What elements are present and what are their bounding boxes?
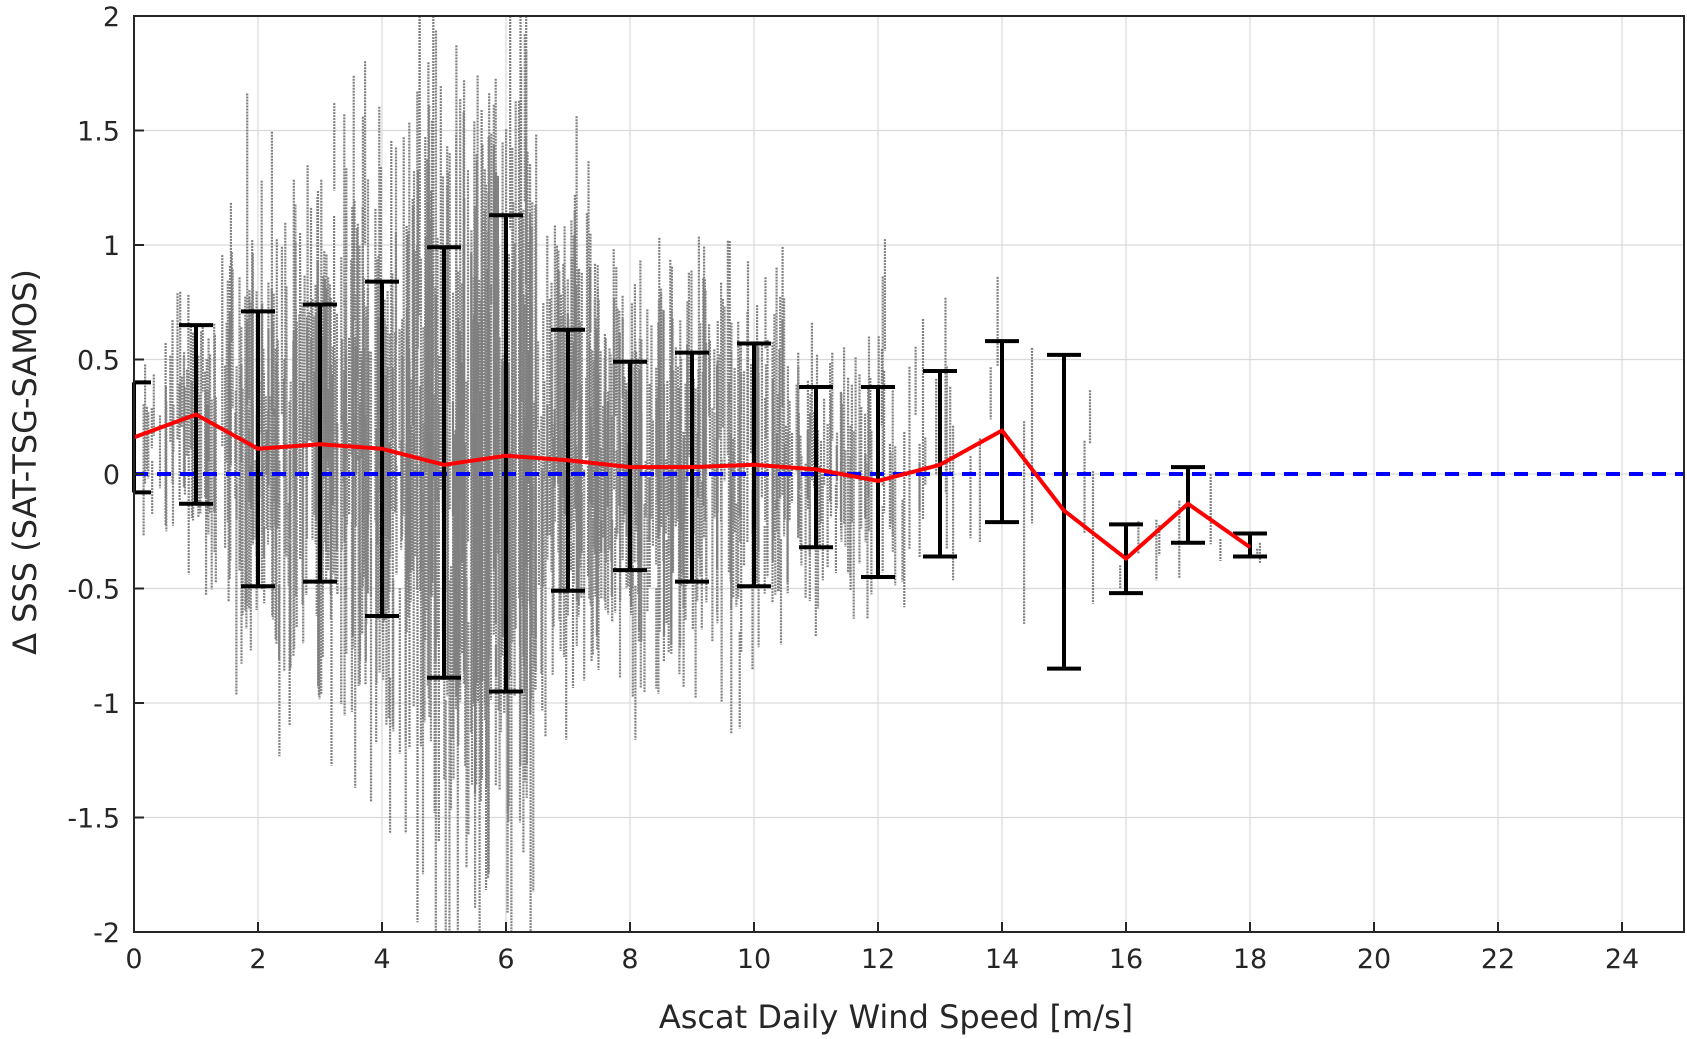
x-axis-label: Ascat Daily Wind Speed [m/s] [659, 998, 1133, 1036]
x-tick-label: 4 [373, 944, 390, 975]
y-tick-label: 1.5 [77, 117, 120, 148]
x-tick-label: 18 [1233, 944, 1267, 975]
mean-line-path [133, 412, 1252, 561]
x-tick-label: 6 [497, 944, 514, 975]
x-axis-ticks: 0 2 4 6 8 10 12 14 16 18 20 22 24 [125, 922, 1639, 975]
x-tick-label: 16 [1109, 944, 1143, 975]
y-tick-label: -1 [93, 689, 120, 720]
y-tick-label: -0.5 [67, 575, 120, 606]
x-tick-label: 0 [125, 944, 142, 975]
x-tick-label: 10 [737, 944, 771, 975]
y-tick-label: 1 [103, 231, 120, 262]
x-tick-label: 12 [861, 944, 895, 975]
mean-line [133, 412, 1252, 561]
y-axis-label: Δ SSS (SAT-TSG-SAMOS) [6, 269, 44, 655]
x-tick-label: 8 [621, 944, 638, 975]
y-tick-label: 0 [103, 460, 120, 491]
y-tick-label: -1.5 [67, 804, 120, 835]
y-tick-label: -2 [93, 918, 120, 949]
x-tick-label: 2 [249, 944, 266, 975]
scatter-points [142, 16, 1262, 932]
y-tick-label: 0.5 [77, 346, 120, 377]
x-tick-label: 22 [1481, 944, 1515, 975]
y-axis-ticks: -2 -1.5 -1 -0.5 0 0.5 1 1.5 2 [67, 2, 144, 949]
x-tick-label: 24 [1605, 944, 1639, 975]
x-tick-label: 14 [985, 944, 1019, 975]
y-tick-label: 2 [103, 2, 120, 33]
x-tick-label: 20 [1357, 944, 1391, 975]
